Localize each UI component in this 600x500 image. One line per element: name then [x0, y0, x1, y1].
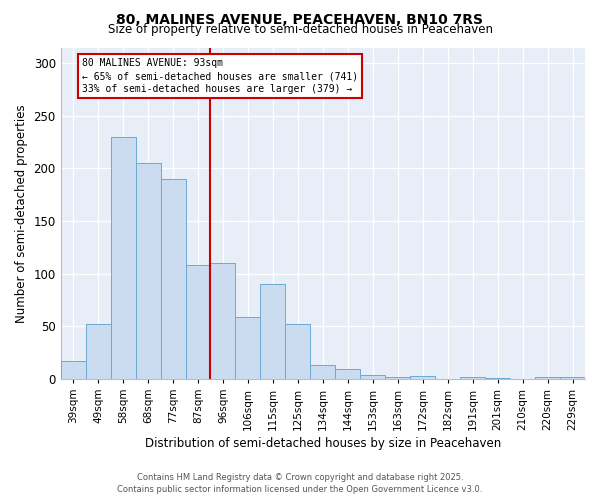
- Bar: [185, 266, 211, 379]
- Bar: [136, 163, 161, 379]
- Bar: [535, 377, 560, 379]
- Bar: [61, 361, 86, 379]
- Y-axis label: Number of semi-detached properties: Number of semi-detached properties: [15, 104, 28, 322]
- Text: 80, MALINES AVENUE, PEACEHAVEN, BN10 7RS: 80, MALINES AVENUE, PEACEHAVEN, BN10 7RS: [116, 12, 484, 26]
- Bar: [560, 377, 585, 379]
- Bar: [410, 376, 435, 379]
- Bar: [86, 324, 110, 379]
- Bar: [286, 324, 310, 379]
- Bar: [110, 137, 136, 379]
- Text: Contains HM Land Registry data © Crown copyright and database right 2025.
Contai: Contains HM Land Registry data © Crown c…: [118, 472, 482, 494]
- X-axis label: Distribution of semi-detached houses by size in Peacehaven: Distribution of semi-detached houses by …: [145, 437, 501, 450]
- Bar: [235, 317, 260, 379]
- Bar: [211, 263, 235, 379]
- Bar: [385, 377, 410, 379]
- Text: 80 MALINES AVENUE: 93sqm
← 65% of semi-detached houses are smaller (741)
33% of : 80 MALINES AVENUE: 93sqm ← 65% of semi-d…: [82, 58, 358, 94]
- Bar: [161, 179, 185, 379]
- Bar: [360, 374, 385, 379]
- Text: Size of property relative to semi-detached houses in Peacehaven: Size of property relative to semi-detach…: [107, 22, 493, 36]
- Bar: [460, 377, 485, 379]
- Bar: [335, 370, 360, 379]
- Bar: [485, 378, 510, 379]
- Bar: [310, 365, 335, 379]
- Bar: [260, 284, 286, 379]
